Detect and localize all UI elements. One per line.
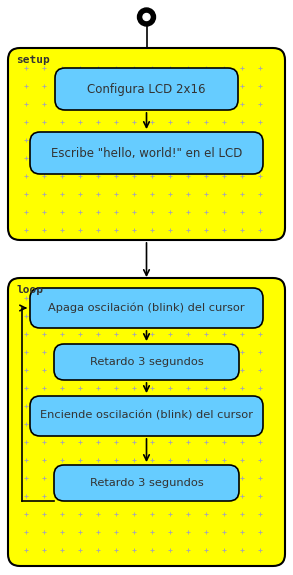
Text: Retardo 3 segundos: Retardo 3 segundos	[90, 357, 203, 367]
FancyBboxPatch shape	[54, 465, 239, 501]
Text: Enciende oscilación (blink) del cursor: Enciende oscilación (blink) del cursor	[40, 411, 253, 421]
Text: Retardo 3 segundos: Retardo 3 segundos	[90, 478, 203, 488]
FancyBboxPatch shape	[30, 396, 263, 436]
Circle shape	[143, 13, 150, 21]
FancyBboxPatch shape	[54, 344, 239, 380]
Circle shape	[137, 8, 156, 26]
Text: Escribe "hello, world!" en el LCD: Escribe "hello, world!" en el LCD	[51, 147, 242, 159]
FancyBboxPatch shape	[30, 132, 263, 174]
Text: Configura LCD 2x16: Configura LCD 2x16	[87, 82, 206, 95]
FancyBboxPatch shape	[55, 68, 238, 110]
FancyBboxPatch shape	[8, 278, 285, 566]
Text: Apaga oscilación (blink) del cursor: Apaga oscilación (blink) del cursor	[48, 303, 245, 313]
FancyBboxPatch shape	[30, 288, 263, 328]
Text: loop: loop	[16, 285, 43, 295]
FancyBboxPatch shape	[8, 48, 285, 240]
Text: setup: setup	[16, 55, 50, 65]
